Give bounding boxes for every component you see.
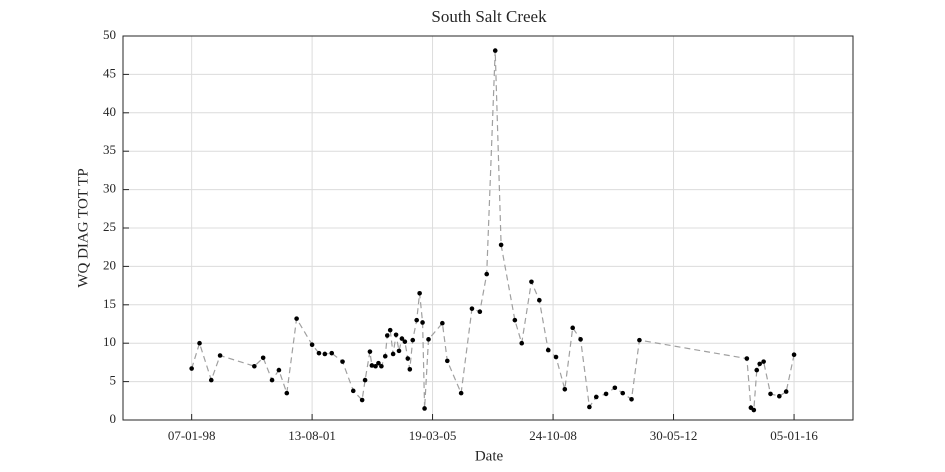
data-point: [197, 340, 202, 346]
data-point: [553, 354, 559, 360]
data-point: [373, 363, 378, 369]
data-point: [252, 363, 257, 369]
data-point: [420, 320, 425, 325]
data-point: [512, 317, 518, 323]
y-tick-label: 20: [103, 257, 116, 272]
data-point: [382, 353, 388, 359]
chart-title: South Salt Creek: [431, 7, 547, 26]
data-point: [537, 297, 542, 303]
y-tick-label: 40: [103, 104, 116, 119]
x-tick-label: 24-10-08: [529, 428, 577, 443]
data-point: [189, 366, 194, 371]
data-line: [191, 50, 795, 412]
data-point: [492, 48, 498, 53]
data-point: [294, 316, 299, 321]
data-point: [445, 358, 450, 364]
data-point: [350, 388, 356, 394]
data-point: [498, 242, 504, 248]
data-point: [440, 320, 445, 326]
data-point: [777, 393, 782, 399]
data-point: [269, 377, 275, 383]
data-point: [393, 332, 399, 338]
data-point: [359, 397, 365, 403]
data-point: [376, 360, 381, 366]
data-point: [477, 309, 483, 315]
data-point: [329, 350, 335, 356]
y-tick-label: 30: [103, 181, 116, 196]
data-point: [309, 342, 315, 348]
data-point: [612, 385, 618, 391]
data-point: [422, 406, 427, 411]
y-tick-label: 25: [103, 219, 116, 234]
data-point: [384, 333, 390, 338]
data-point: [399, 336, 405, 341]
data-point: [783, 389, 789, 394]
data-point: [426, 337, 431, 342]
data-point: [379, 363, 384, 369]
y-axis-label: WQ DIAG TOT TP: [75, 168, 91, 287]
data-point: [367, 349, 373, 354]
y-tick-label: 35: [103, 142, 116, 157]
data-point: [620, 390, 626, 396]
data-point: [410, 337, 416, 343]
x-tick-label: 13-08-01: [288, 428, 336, 443]
data-point: [593, 394, 599, 400]
data-point: [791, 352, 797, 358]
x-tick-label: 07-01-98: [168, 428, 216, 443]
data-point: [208, 377, 214, 383]
y-tick-label: 50: [103, 27, 116, 42]
data-point: [529, 279, 534, 285]
y-tick-label: 45: [103, 65, 116, 80]
data-point: [761, 359, 766, 364]
x-tick-label: 30-05-12: [650, 428, 698, 443]
data-point: [744, 356, 750, 361]
data-point: [751, 407, 757, 413]
y-tick-label: 10: [103, 334, 116, 349]
x-tick-label: 05-01-16: [770, 428, 818, 443]
data-point: [519, 340, 525, 346]
data-point: [754, 367, 760, 373]
data-point: [260, 355, 266, 361]
y-tick-label: 5: [110, 373, 117, 388]
data-point: [322, 351, 328, 357]
data-point: [340, 359, 345, 364]
data-point: [603, 391, 609, 397]
x-axis-label: Date: [475, 448, 504, 464]
data-point: [316, 350, 322, 356]
data-point: [458, 390, 464, 396]
data-point: [217, 353, 223, 358]
data-point: [757, 361, 762, 367]
data-point: [396, 348, 402, 354]
data-point: [545, 347, 551, 353]
data-point: [276, 367, 282, 373]
y-tick-label: 15: [103, 296, 116, 311]
data-point: [402, 339, 408, 344]
data-point: [562, 386, 568, 392]
data-point: [387, 327, 393, 333]
data-point: [637, 337, 642, 343]
data-point: [629, 396, 634, 402]
data-point: [407, 367, 413, 372]
data-point: [405, 356, 411, 361]
data-point: [284, 390, 290, 396]
x-tick-label: 19-03-05: [409, 428, 457, 443]
y-tick-label: 0: [110, 411, 117, 426]
data-point: [570, 325, 575, 331]
data-point: [414, 317, 419, 323]
data-point: [469, 306, 475, 311]
data-point: [768, 391, 773, 397]
plot-frame: [122, 35, 854, 421]
data-point: [587, 404, 592, 410]
data-point: [369, 363, 375, 368]
data-point: [578, 337, 583, 342]
data-point: [417, 290, 422, 296]
data-point: [390, 351, 396, 357]
data-point: [362, 377, 368, 383]
data-point: [484, 271, 490, 277]
